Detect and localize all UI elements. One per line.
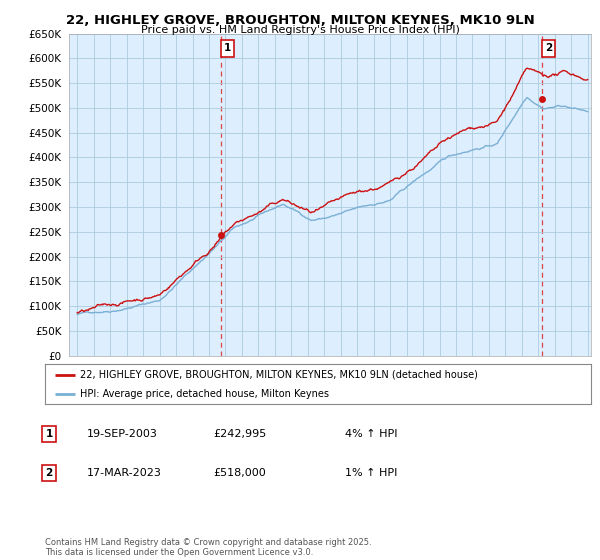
Text: HPI: Average price, detached house, Milton Keynes: HPI: Average price, detached house, Milt… [80,389,329,399]
Text: £242,995: £242,995 [213,429,266,439]
Text: 19-SEP-2003: 19-SEP-2003 [87,429,158,439]
Text: Price paid vs. HM Land Registry's House Price Index (HPI): Price paid vs. HM Land Registry's House … [140,25,460,35]
Text: 17-MAR-2023: 17-MAR-2023 [87,468,162,478]
Text: 1: 1 [46,429,53,439]
Text: 1: 1 [224,44,231,53]
Text: 4% ↑ HPI: 4% ↑ HPI [345,429,398,439]
Text: 1% ↑ HPI: 1% ↑ HPI [345,468,397,478]
Text: 22, HIGHLEY GROVE, BROUGHTON, MILTON KEYNES, MK10 9LN (detached house): 22, HIGHLEY GROVE, BROUGHTON, MILTON KEY… [80,370,478,380]
Text: 2: 2 [46,468,53,478]
Text: 2: 2 [545,44,552,53]
Text: £518,000: £518,000 [213,468,266,478]
Text: Contains HM Land Registry data © Crown copyright and database right 2025.
This d: Contains HM Land Registry data © Crown c… [45,538,371,557]
Text: 22, HIGHLEY GROVE, BROUGHTON, MILTON KEYNES, MK10 9LN: 22, HIGHLEY GROVE, BROUGHTON, MILTON KEY… [65,14,535,27]
